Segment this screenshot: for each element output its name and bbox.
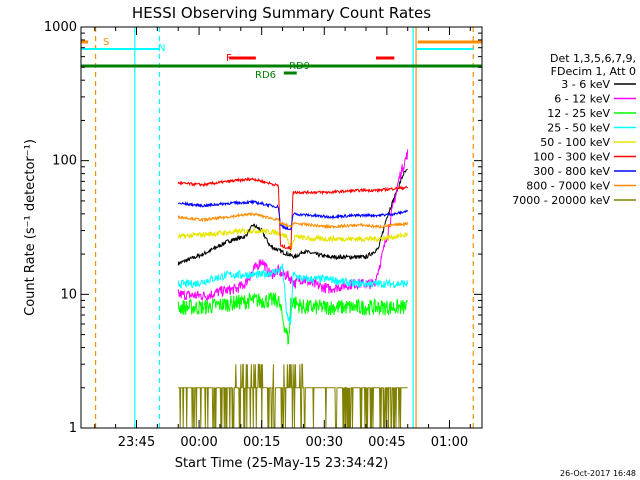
flag-f-label: F	[226, 53, 232, 64]
x-tick-label: 01:00	[431, 435, 468, 450]
x-tick-label: 23:45	[118, 435, 155, 450]
flag-n-label: N	[158, 43, 165, 54]
x-axis-label: Start Time (25-May-15 23:34:42)	[175, 456, 389, 471]
x-axis: 23:45 00:00 00:15 00:30 00:45 01:00	[94, 27, 471, 450]
plot-area: S N F RD9 RD6	[80, 26, 483, 429]
flag-rd6-label: RD6	[255, 70, 276, 81]
legend: Det 1,3,5,6,7,9,FDecim 1, Att 03 - 6 keV…	[512, 52, 636, 207]
legend-entry-label: 12 - 25 keV	[547, 107, 610, 120]
series-line-6	[178, 199, 409, 231]
plot-frame	[80, 26, 483, 429]
legend-entry-label: 100 - 300 keV	[533, 151, 610, 164]
series-line-7	[177, 211, 409, 230]
y-tick-label: 1000	[44, 20, 77, 35]
legend-entry-label: 300 - 800 keV	[533, 165, 610, 178]
x-tick-label: 00:45	[368, 435, 405, 450]
legend-header: Det 1,3,5,6,7,9,	[550, 52, 636, 65]
series-line-2	[177, 291, 409, 345]
legend-entry-label: 25 - 50 keV	[547, 122, 610, 135]
legend-entry-label: 800 - 7000 keV	[526, 180, 610, 193]
series-line-4	[177, 226, 409, 253]
x-tick-label: 00:30	[306, 435, 343, 450]
series-line-5	[177, 176, 409, 251]
legend-header: FDecim 1, Att 0	[551, 65, 636, 78]
timestamp: 26-Oct-2017 16:48	[560, 469, 636, 478]
series-line-0	[177, 168, 408, 266]
flag-rd9-label: RD9	[289, 61, 310, 72]
flag-s-label: S	[103, 37, 109, 48]
y-axis-label: Count Rate (s⁻¹ detector⁻¹)	[23, 139, 38, 316]
x-tick-label: 00:00	[180, 435, 217, 450]
y-tick-label: 100	[52, 154, 77, 169]
legend-entry-label: 6 - 12 keV	[554, 93, 610, 106]
y-tick-label: 10	[60, 287, 77, 302]
legend-entry-label: 3 - 6 keV	[561, 78, 610, 91]
y-tick-label: 1	[69, 421, 77, 436]
data-layer	[81, 27, 482, 428]
y-axis: 1 10 100 1000	[44, 20, 482, 436]
series-line-3	[177, 263, 409, 326]
chart-title: HESSI Observing Summary Count Rates	[132, 4, 431, 22]
series-line-8	[178, 363, 408, 428]
legend-entry-label: 7000 - 20000 keV	[512, 194, 610, 207]
x-tick-label: 00:15	[243, 435, 280, 450]
legend-entry-label: 50 - 100 keV	[540, 136, 610, 149]
